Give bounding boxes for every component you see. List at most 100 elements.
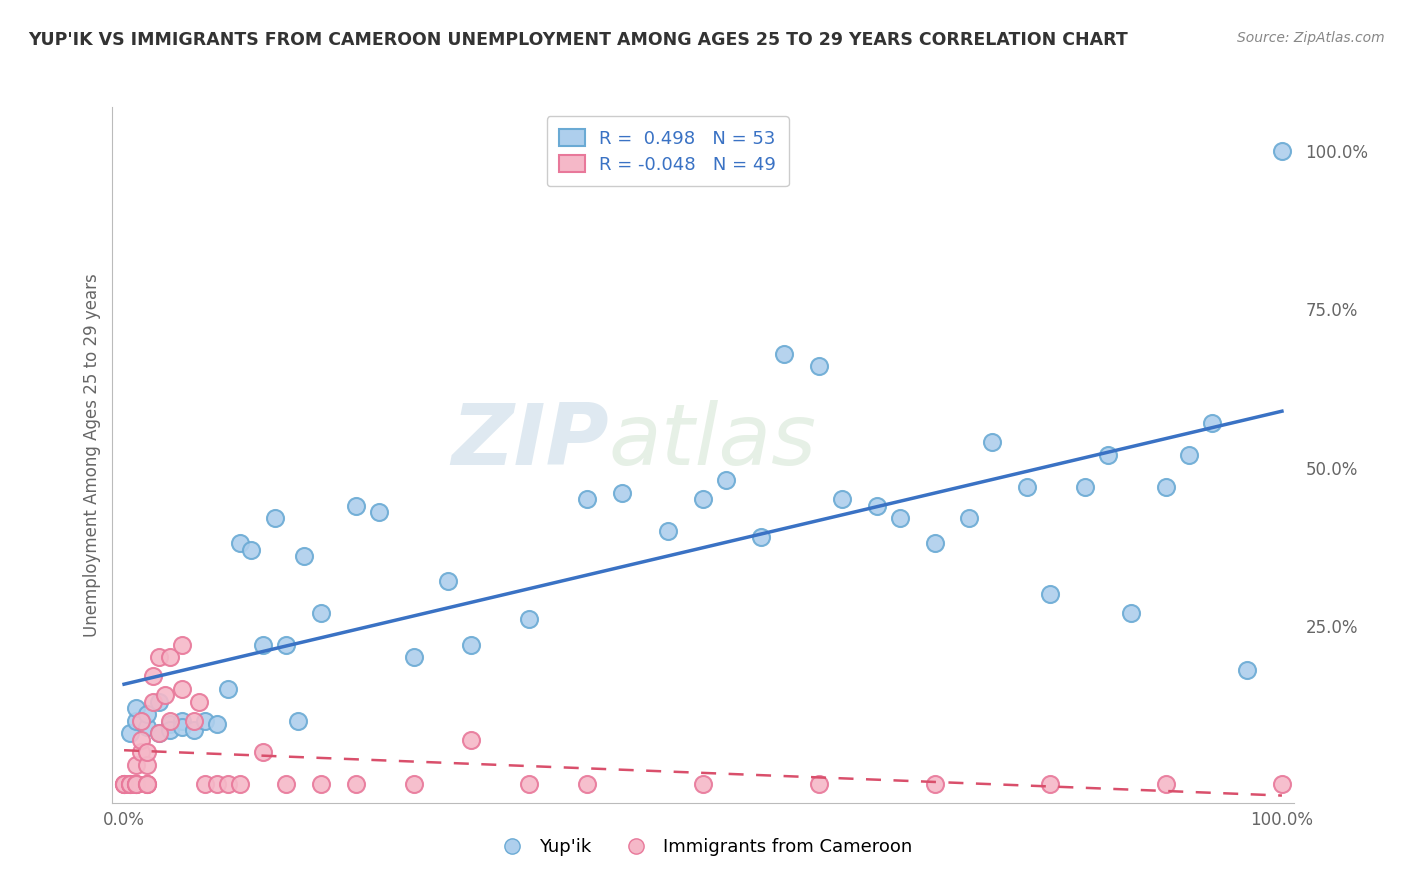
Point xyxy=(131,714,153,728)
Point xyxy=(240,542,263,557)
Point xyxy=(229,536,252,550)
Point xyxy=(183,714,205,728)
Point xyxy=(1236,663,1258,677)
Text: ZIP: ZIP xyxy=(451,400,609,483)
Point xyxy=(276,638,298,652)
Point xyxy=(124,777,146,791)
Point xyxy=(112,777,135,791)
Point xyxy=(136,777,159,791)
Point xyxy=(309,606,332,620)
Point xyxy=(517,612,540,626)
Point xyxy=(576,777,599,791)
Point xyxy=(1201,417,1223,431)
Point xyxy=(1074,479,1097,493)
Point xyxy=(159,650,181,665)
Point xyxy=(148,650,170,665)
Point xyxy=(170,720,193,734)
Point xyxy=(957,511,980,525)
Text: atlas: atlas xyxy=(609,400,817,483)
Point xyxy=(252,638,274,652)
Point xyxy=(773,347,796,361)
Point xyxy=(112,777,135,791)
Point xyxy=(749,530,772,544)
Point xyxy=(692,492,714,507)
Point xyxy=(229,777,252,791)
Point xyxy=(142,669,165,683)
Point xyxy=(610,486,633,500)
Point xyxy=(924,777,946,791)
Point xyxy=(1039,587,1062,601)
Point xyxy=(136,777,159,791)
Point xyxy=(576,492,599,507)
Point xyxy=(118,777,141,791)
Point xyxy=(1039,777,1062,791)
Point xyxy=(188,695,211,709)
Point xyxy=(136,720,159,734)
Point xyxy=(657,524,679,538)
Point xyxy=(309,777,332,791)
Point xyxy=(205,716,228,731)
Point xyxy=(159,716,181,731)
Point xyxy=(276,777,298,791)
Point xyxy=(170,714,193,728)
Point xyxy=(263,511,285,525)
Point xyxy=(124,777,146,791)
Point xyxy=(124,777,146,791)
Point xyxy=(692,777,714,791)
Point xyxy=(124,701,146,715)
Point xyxy=(287,714,309,728)
Point xyxy=(344,499,367,513)
Legend: Yup'ik, Immigrants from Cameroon: Yup'ik, Immigrants from Cameroon xyxy=(486,831,920,863)
Point xyxy=(118,726,141,740)
Point xyxy=(344,777,367,791)
Point xyxy=(217,681,239,696)
Point xyxy=(807,777,830,791)
Point xyxy=(131,732,153,747)
Point xyxy=(124,777,146,791)
Point xyxy=(124,757,146,772)
Point xyxy=(148,726,170,740)
Point xyxy=(170,638,193,652)
Y-axis label: Unemployment Among Ages 25 to 29 years: Unemployment Among Ages 25 to 29 years xyxy=(83,273,101,637)
Point xyxy=(1017,479,1039,493)
Point xyxy=(1178,448,1201,462)
Point xyxy=(460,638,482,652)
Point xyxy=(1271,777,1294,791)
Point xyxy=(292,549,315,563)
Point xyxy=(1154,479,1177,493)
Point xyxy=(1097,448,1119,462)
Point xyxy=(437,574,460,589)
Point xyxy=(112,777,135,791)
Point xyxy=(136,745,159,759)
Point xyxy=(252,745,274,759)
Point xyxy=(1271,145,1294,159)
Text: Source: ZipAtlas.com: Source: ZipAtlas.com xyxy=(1237,31,1385,45)
Point xyxy=(131,745,153,759)
Text: YUP'IK VS IMMIGRANTS FROM CAMEROON UNEMPLOYMENT AMONG AGES 25 TO 29 YEARS CORREL: YUP'IK VS IMMIGRANTS FROM CAMEROON UNEMP… xyxy=(28,31,1128,49)
Point xyxy=(136,777,159,791)
Point xyxy=(112,777,135,791)
Point xyxy=(367,505,389,519)
Point xyxy=(148,695,170,709)
Point xyxy=(148,726,170,740)
Point xyxy=(831,492,853,507)
Point xyxy=(136,707,159,722)
Point xyxy=(217,777,239,791)
Point xyxy=(866,499,889,513)
Point xyxy=(402,777,425,791)
Point xyxy=(118,777,141,791)
Point xyxy=(142,695,165,709)
Point xyxy=(981,435,1004,450)
Point xyxy=(205,777,228,791)
Point xyxy=(170,681,193,696)
Point xyxy=(183,723,205,737)
Point xyxy=(807,359,830,374)
Point xyxy=(402,650,425,665)
Point xyxy=(118,777,141,791)
Point xyxy=(460,732,482,747)
Point xyxy=(124,714,146,728)
Point xyxy=(153,688,176,702)
Point xyxy=(159,714,181,728)
Point xyxy=(136,757,159,772)
Point xyxy=(194,714,217,728)
